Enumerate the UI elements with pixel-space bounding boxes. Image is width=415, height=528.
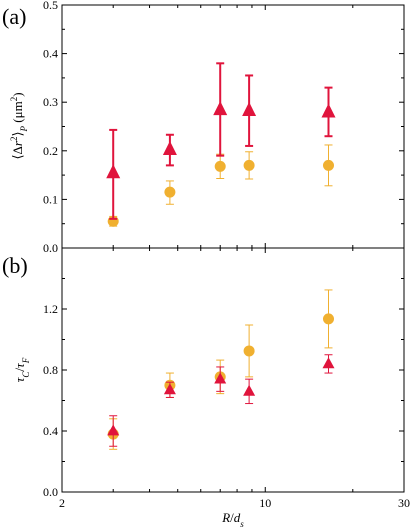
panel-b-circle-point bbox=[322, 313, 334, 325]
panel-b-ytick-label: 1.2 bbox=[43, 302, 58, 316]
panel-b-ytick-label: 0.4 bbox=[43, 424, 58, 438]
panel-a-x-ticks bbox=[61, 5, 405, 248]
panel-a-ytick-label: 0.5 bbox=[43, 0, 58, 12]
panel-a-label: (a) bbox=[2, 4, 26, 29]
panel-b-x-ticks: 2 10 30 bbox=[59, 248, 410, 510]
panel-b: (b) τC/τF 0.0 0.4 0.8 1.2 2 10 30 R/ds bbox=[2, 247, 410, 528]
panel-a-circle-point bbox=[164, 186, 176, 198]
panel-a-triangle-point bbox=[213, 101, 228, 116]
x-tick-label: 30 bbox=[398, 496, 410, 510]
panel-b-data bbox=[107, 289, 335, 450]
panel-a-triangle-point bbox=[242, 102, 257, 117]
panel-b-triangle-point bbox=[243, 384, 256, 396]
panel-a-circle-point bbox=[243, 159, 255, 171]
panel-b-ytick-label: 0.8 bbox=[43, 363, 58, 377]
panel-a: (a) ⟨Δr2⟩P (μm2) 0.0 0.1 0.2 0.3 0.4 0.5 bbox=[2, 0, 405, 255]
panel-a-data bbox=[106, 62, 336, 227]
panel-b-frame bbox=[61, 247, 405, 493]
panel-b-ytick-label: 0.0 bbox=[43, 485, 58, 499]
panel-b-triangle-point bbox=[322, 357, 335, 369]
panel-a-triangle-point bbox=[162, 140, 177, 155]
panel-a-ytick-label: 0.1 bbox=[43, 192, 58, 206]
panel-b-y-axis-title: τC/τF bbox=[12, 357, 31, 382]
panel-b-y-ticks: 0.0 0.4 0.8 1.2 bbox=[43, 278, 404, 499]
panel-a-y-axis-title: ⟨Δr2⟩P (μm2) bbox=[9, 92, 29, 159]
panel-a-ytick-label: 0.0 bbox=[43, 241, 58, 255]
panel-b-triangle-point bbox=[163, 383, 176, 395]
panel-a-circle-point bbox=[214, 160, 226, 172]
x-tick-label: 10 bbox=[259, 496, 271, 510]
panel-a-triangle-point bbox=[321, 103, 336, 118]
panel-a-ytick-label: 0.3 bbox=[43, 95, 58, 109]
panel-a-ytick-label: 0.2 bbox=[43, 144, 58, 158]
panel-b-triangle-point bbox=[214, 372, 227, 384]
panel-a-triangle-point bbox=[106, 164, 121, 179]
panel-a-ytick-label: 0.4 bbox=[43, 47, 58, 61]
panel-b-label: (b) bbox=[2, 253, 28, 278]
panel-b-triangle-point bbox=[107, 424, 120, 436]
x-axis-title: R/ds bbox=[221, 510, 244, 528]
panel-b-circle-point bbox=[243, 345, 255, 357]
panel-a-circle-point bbox=[322, 159, 334, 171]
x-tick-label: 2 bbox=[59, 496, 65, 510]
panel-a-y-ticks: 0.0 0.1 0.2 0.3 0.4 0.5 bbox=[43, 0, 404, 255]
